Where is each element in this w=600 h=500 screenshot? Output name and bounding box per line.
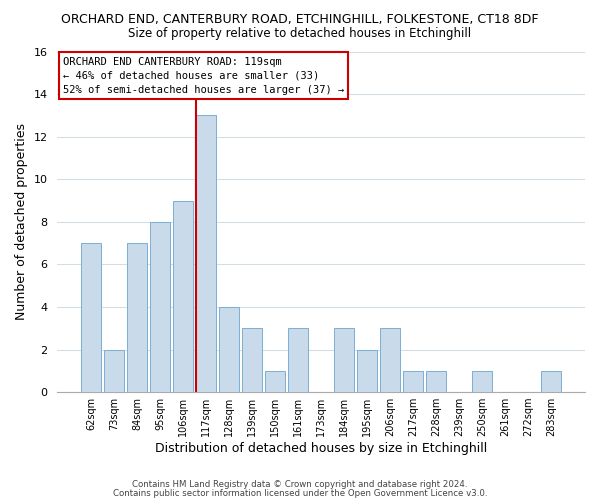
Bar — [220, 307, 239, 392]
Bar — [403, 371, 423, 392]
Bar — [334, 328, 354, 392]
Bar — [472, 371, 492, 392]
Bar — [289, 328, 308, 392]
Y-axis label: Number of detached properties: Number of detached properties — [15, 124, 28, 320]
Bar — [242, 328, 262, 392]
Bar — [151, 222, 170, 392]
Text: Contains HM Land Registry data © Crown copyright and database right 2024.: Contains HM Land Registry data © Crown c… — [132, 480, 468, 489]
Bar — [427, 371, 446, 392]
X-axis label: Distribution of detached houses by size in Etchinghill: Distribution of detached houses by size … — [155, 442, 487, 455]
Bar — [127, 243, 147, 392]
Text: ORCHARD END, CANTERBURY ROAD, ETCHINGHILL, FOLKESTONE, CT18 8DF: ORCHARD END, CANTERBURY ROAD, ETCHINGHIL… — [61, 12, 539, 26]
Text: ORCHARD END CANTERBURY ROAD: 119sqm
← 46% of detached houses are smaller (33)
52: ORCHARD END CANTERBURY ROAD: 119sqm ← 46… — [62, 56, 344, 94]
Bar — [104, 350, 124, 392]
Text: Size of property relative to detached houses in Etchinghill: Size of property relative to detached ho… — [128, 28, 472, 40]
Bar — [173, 200, 193, 392]
Bar — [541, 371, 561, 392]
Bar — [380, 328, 400, 392]
Bar — [196, 116, 216, 392]
Text: Contains public sector information licensed under the Open Government Licence v3: Contains public sector information licen… — [113, 489, 487, 498]
Bar — [265, 371, 285, 392]
Bar — [82, 243, 101, 392]
Bar — [358, 350, 377, 392]
